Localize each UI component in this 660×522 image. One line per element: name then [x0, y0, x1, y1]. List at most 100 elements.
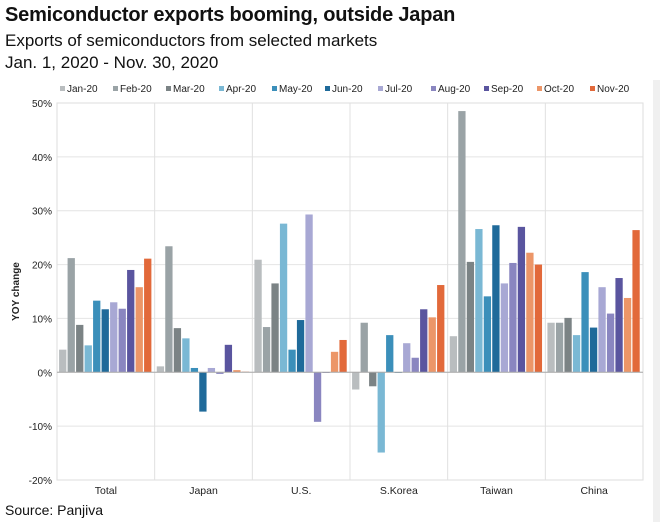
- bar-jun-20-taiwan: [492, 225, 500, 373]
- bar-jun-20-china: [589, 327, 598, 373]
- bar-apr-20-japan: [182, 338, 190, 373]
- x-tick-label: Total: [95, 485, 117, 497]
- legend-label: Feb-20: [120, 84, 152, 95]
- legend-swatch: [325, 86, 330, 91]
- bar-aug-20-taiwan: [509, 262, 517, 373]
- bar-jun-20-us: [296, 320, 305, 373]
- bar-aug-20-japan: [216, 372, 224, 374]
- bar-may-20-taiwan: [483, 296, 492, 373]
- bar-feb-20-skorea: [360, 322, 368, 373]
- bar-jan-20-us: [254, 259, 262, 373]
- legend-swatch: [484, 86, 489, 91]
- source-note: Source: Panjiva: [5, 502, 104, 518]
- bar-jul-20-us: [305, 214, 313, 373]
- bar-oct-20-total: [135, 287, 143, 373]
- bar-oct-20-skorea: [428, 317, 436, 373]
- bar-jun-20-total: [101, 309, 109, 373]
- bar-apr-20-us: [279, 223, 288, 373]
- y-tick-label: -20%: [29, 476, 52, 487]
- x-tick-label: U.S.: [291, 485, 311, 497]
- legend-label: Apr-20: [226, 84, 256, 95]
- bar-sep-20-taiwan: [517, 226, 526, 373]
- legend-label: Jan-20: [67, 84, 98, 95]
- bar-apr-20-total: [84, 345, 92, 373]
- bar-jan-20-skorea: [352, 372, 360, 390]
- bar-apr-20-taiwan: [475, 229, 483, 373]
- bar-jan-20-taiwan: [449, 336, 458, 373]
- y-axis-label: YOY change: [11, 262, 22, 321]
- legend-label: Jun-20: [332, 84, 363, 95]
- bar-feb-20-total: [67, 258, 75, 373]
- legend-label: Mar-20: [173, 84, 205, 95]
- bar-sep-20-japan: [224, 344, 233, 373]
- y-tick-label: 50%: [32, 99, 52, 110]
- bar-jan-20-total: [59, 349, 67, 373]
- bar-mar-20-japan: [173, 328, 182, 373]
- bar-mar-20-taiwan: [466, 261, 475, 373]
- bar-may-20-skorea: [386, 335, 394, 373]
- bar-jul-20-skorea: [403, 343, 411, 373]
- legend-label: Aug-20: [438, 84, 471, 95]
- bar-may-20-china: [581, 272, 589, 373]
- bar-may-20-japan: [190, 367, 199, 373]
- bar-sep-20-china: [615, 278, 623, 373]
- y-tick-label: 40%: [32, 153, 52, 164]
- bar-apr-20-skorea: [377, 372, 385, 453]
- legend-swatch: [219, 86, 224, 91]
- legend-label: Oct-20: [544, 84, 574, 95]
- date-range: Jan. 1, 2020 - Nov. 30, 2020: [5, 53, 219, 72]
- bar-oct-20-china: [623, 297, 632, 373]
- bar-feb-20-japan: [165, 246, 173, 373]
- legend-swatch: [590, 86, 595, 91]
- legend-label: May-20: [279, 84, 313, 95]
- bar-aug-20-total: [118, 308, 126, 373]
- legend-swatch: [537, 86, 542, 91]
- y-tick-label: -10%: [29, 422, 52, 433]
- legend-swatch: [378, 86, 383, 91]
- bar-feb-20-us: [262, 327, 271, 373]
- bar-nov-20-skorea: [437, 285, 445, 373]
- bar-mar-20-china: [564, 317, 572, 373]
- y-tick-label: 0%: [38, 368, 53, 379]
- bar-sep-20-skorea: [420, 309, 428, 373]
- bar-feb-20-taiwan: [458, 111, 466, 373]
- bar-nov-20-taiwan: [534, 264, 543, 373]
- y-tick-label: 30%: [32, 207, 52, 218]
- bar-nov-20-china: [632, 230, 640, 373]
- bar-mar-20-total: [76, 324, 84, 373]
- x-tick-label: China: [580, 485, 608, 497]
- bar-mar-20-us: [271, 283, 279, 373]
- bar-jun-20-japan: [199, 372, 207, 412]
- bar-sep-20-total: [127, 269, 135, 373]
- bar-may-20-total: [93, 300, 101, 373]
- x-tick-label: Taiwan: [480, 485, 513, 497]
- bar-jul-20-taiwan: [500, 283, 509, 373]
- bar-jan-20-china: [547, 322, 555, 373]
- bar-may-20-us: [288, 349, 296, 373]
- legend-swatch: [113, 86, 118, 91]
- y-tick-label: 10%: [32, 314, 52, 325]
- bar-jul-20-china: [598, 287, 606, 373]
- legend-swatch: [272, 86, 277, 91]
- bar-oct-20-taiwan: [526, 252, 534, 373]
- bar-oct-20-japan: [233, 370, 241, 373]
- bar-jul-20-japan: [207, 367, 216, 373]
- bar-oct-20-us: [330, 351, 339, 373]
- bar-nov-20-us: [339, 339, 347, 373]
- legend-swatch: [431, 86, 436, 91]
- side-strip: [653, 80, 660, 522]
- bar-aug-20-us: [313, 372, 322, 422]
- legend-swatch: [166, 86, 171, 91]
- x-tick-label: Japan: [189, 485, 218, 497]
- bar-mar-20-skorea: [369, 372, 377, 387]
- legend-label: Sep-20: [491, 84, 524, 95]
- chart-subtitle: Exports of semiconductors from selected …: [5, 31, 378, 50]
- y-tick-label: 20%: [32, 261, 52, 272]
- bar-aug-20-skorea: [411, 357, 419, 373]
- bar-jul-20-total: [110, 302, 118, 373]
- bar-nov-20-total: [144, 258, 152, 373]
- chart-title: Semiconductor exports booming, outside J…: [5, 4, 456, 26]
- bar-jan-20-japan: [156, 366, 165, 373]
- legend-label: Jul-20: [385, 84, 413, 95]
